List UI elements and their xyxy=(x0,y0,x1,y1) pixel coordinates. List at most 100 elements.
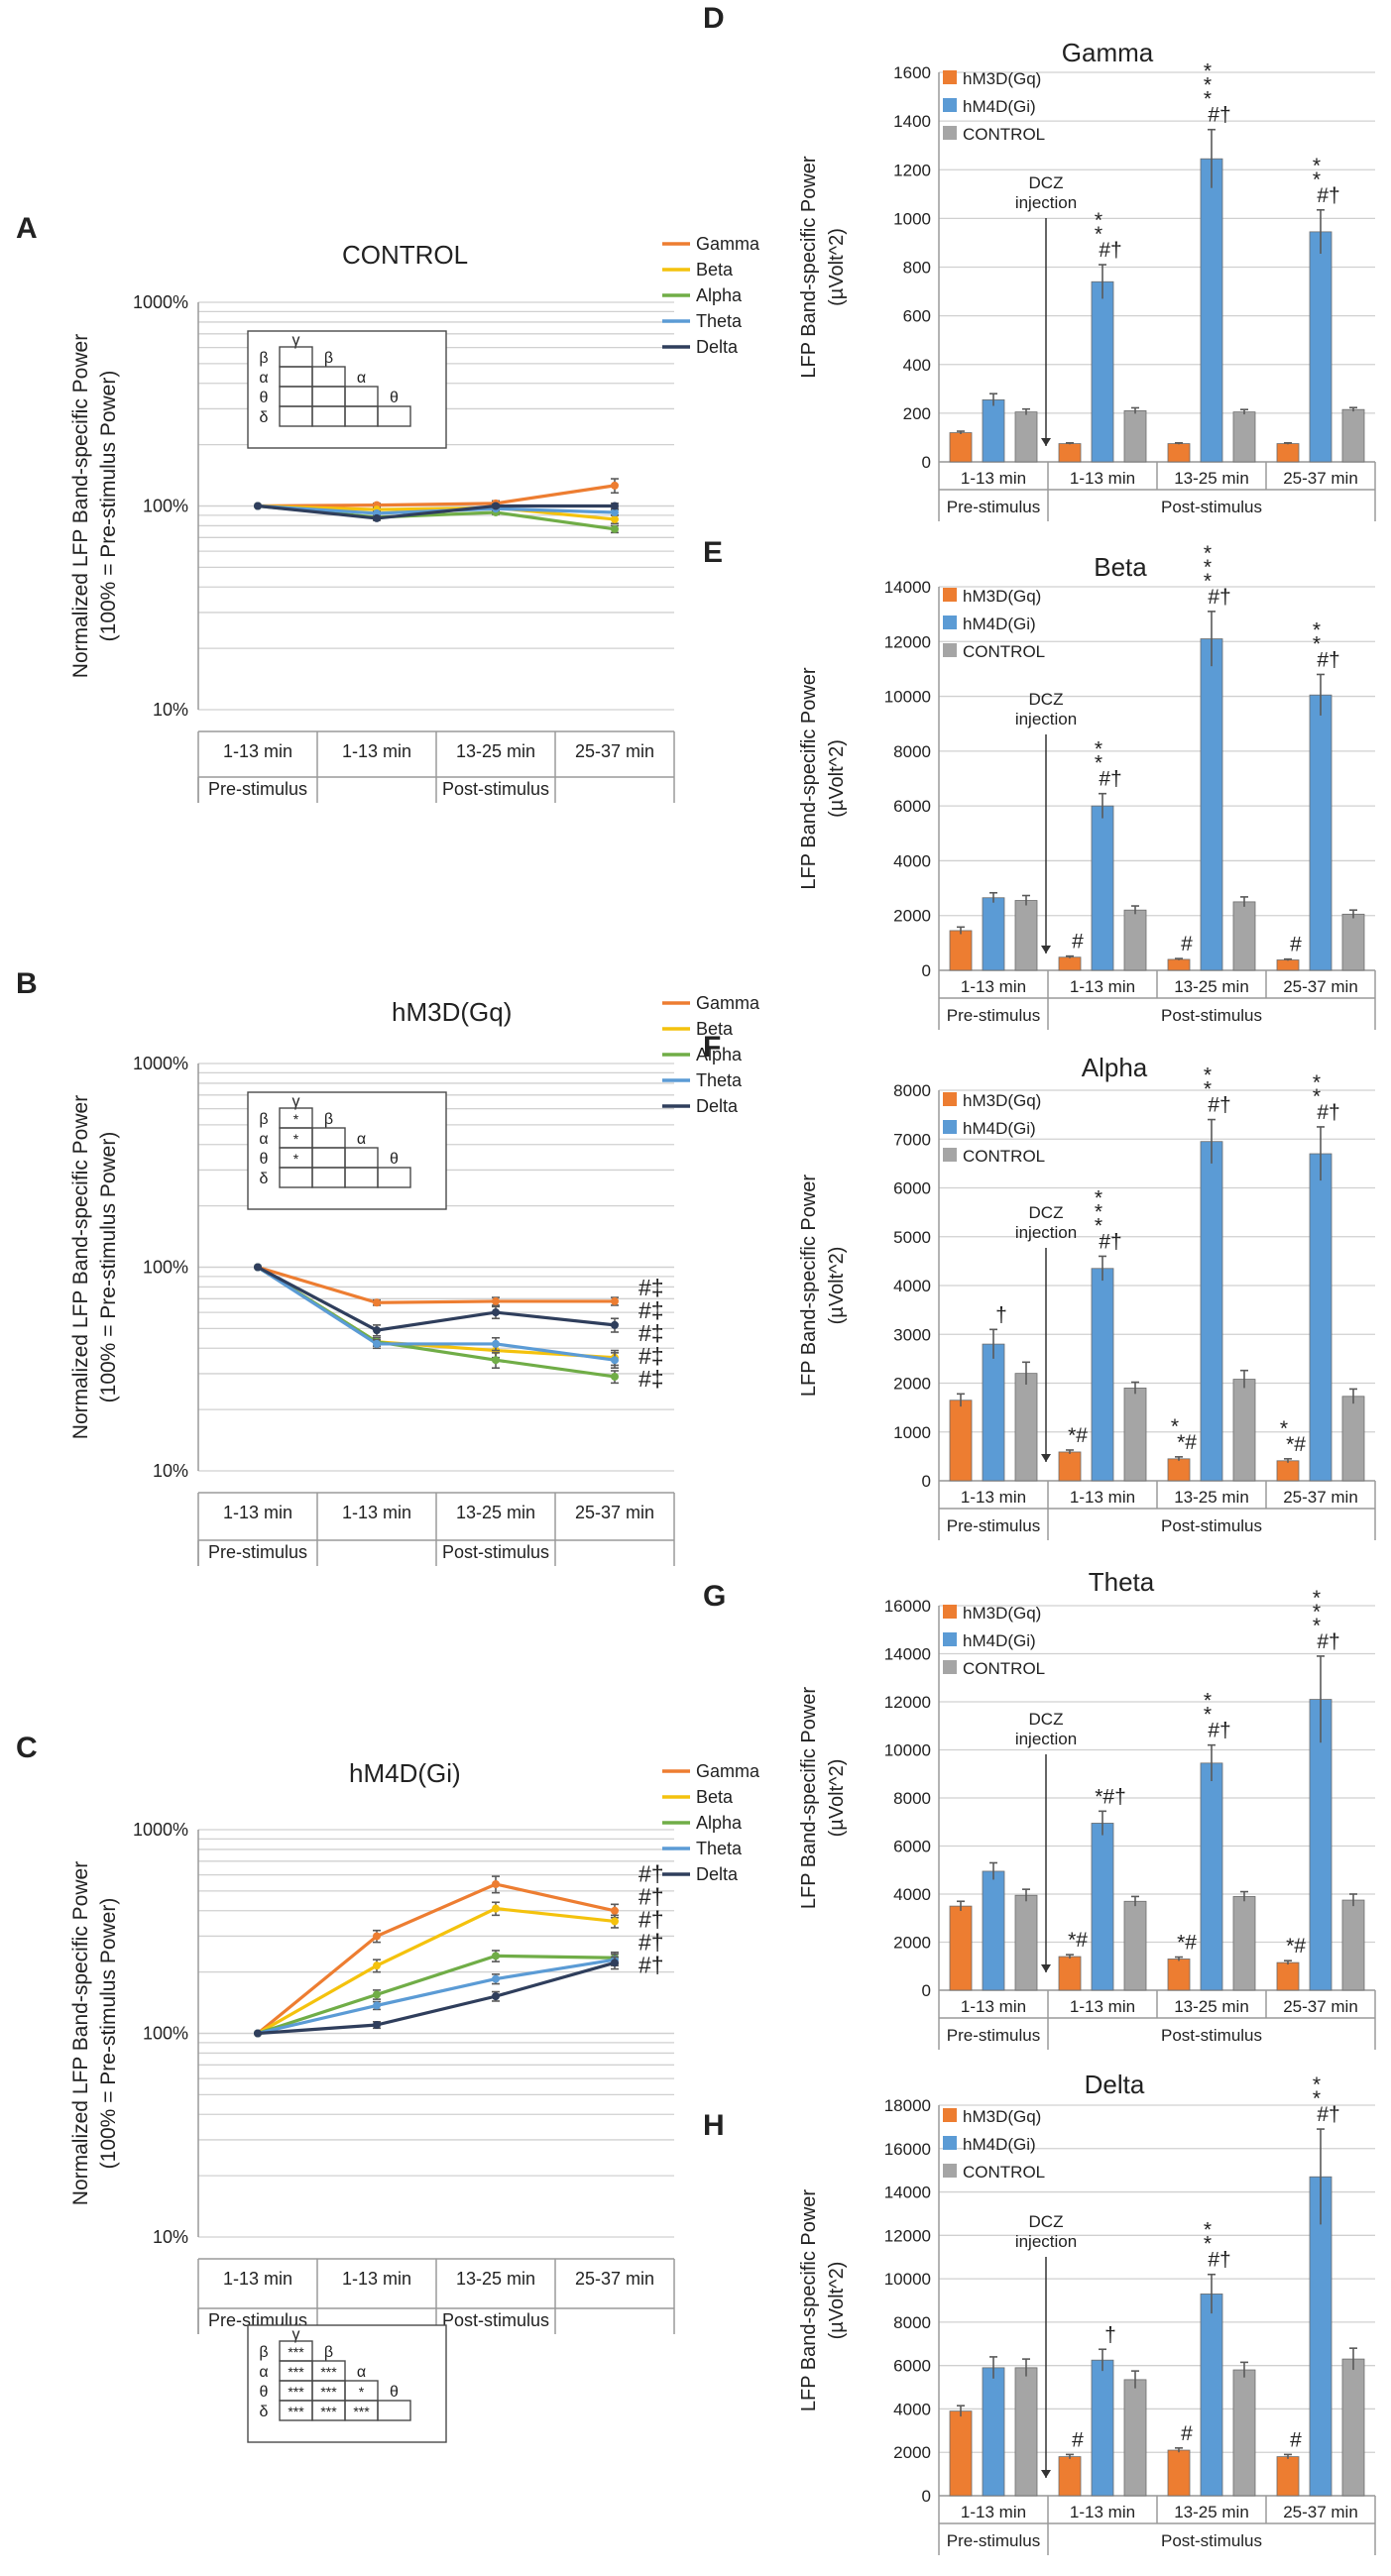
x-group-label-post: Post-stimulus xyxy=(442,1542,549,1562)
y-axis-label: LFP Band-specific Power xyxy=(798,1687,820,1910)
x-tick-label: 25-37 min xyxy=(1283,469,1358,488)
y-tick-label: 200 xyxy=(903,404,931,423)
y-tick-label: 18000 xyxy=(884,2096,931,2115)
x-tick-label: 13-25 min xyxy=(1174,2503,1249,2521)
y-tick-label: 2000 xyxy=(893,907,931,926)
data-point-theta xyxy=(492,1339,500,1348)
data-point-beta xyxy=(492,1904,500,1913)
data-point-beta xyxy=(373,1961,381,1970)
legend-swatch-gi xyxy=(943,1120,957,1134)
data-point-delta xyxy=(373,2020,381,2029)
x-tick-label: 25-37 min xyxy=(575,1503,654,1522)
data-point-beta xyxy=(611,514,619,523)
legend-swatch-gq xyxy=(943,2108,957,2122)
stats-table-value: * xyxy=(293,1111,299,1127)
significance-mark: # xyxy=(1181,2422,1193,2445)
y-tick-label: 400 xyxy=(903,356,931,375)
series-line-delta xyxy=(257,504,615,520)
x-tick-label: 13-25 min xyxy=(456,2269,535,2289)
significance-star: * xyxy=(1313,1085,1321,1108)
bar-gq xyxy=(949,432,973,463)
stats-table-value: *** xyxy=(320,2364,337,2380)
y-tick-label: 600 xyxy=(903,307,931,326)
bar-gq xyxy=(1276,443,1300,463)
stats-table-value: * xyxy=(293,1131,299,1147)
significance-mark: #‡ xyxy=(638,1343,664,1369)
data-point-delta xyxy=(492,1308,500,1317)
data-point-delta xyxy=(492,502,500,510)
significance-star: * xyxy=(1204,542,1212,565)
bar-control xyxy=(1341,1899,1365,1991)
significance-mark: *# xyxy=(1068,1424,1088,1447)
x-tick-label: 13-25 min xyxy=(1174,469,1249,488)
legend-label-gq: hM3D(Gq) xyxy=(963,587,1041,606)
significance-star: * xyxy=(1313,155,1321,177)
y-tick-label: 0 xyxy=(922,1981,931,2000)
y-tick-label: 4000 xyxy=(893,851,931,870)
x-tick-label: 13-25 min xyxy=(456,1503,535,1522)
panel-d-gamma-bar-chart: D Gamma LFP Band-specific Power (µVolt^2) 0 2… xyxy=(703,2,1376,521)
significance-star: * xyxy=(1095,738,1102,761)
bar-gq xyxy=(949,1400,973,1482)
stats-table-value: *** xyxy=(288,2404,304,2419)
x-group-label-pre: Pre-stimulus xyxy=(208,1542,307,1562)
legend-label-theta: Theta xyxy=(696,1839,743,1858)
y-tick-label: 7000 xyxy=(893,1130,931,1149)
stats-table-value: *** xyxy=(353,2404,370,2419)
injection-label: DCZ xyxy=(1029,1710,1064,1729)
legend-label-control: CONTROL xyxy=(963,125,1045,144)
injection-arrow-head xyxy=(1041,946,1051,953)
y-tick-label: 16000 xyxy=(884,2140,931,2159)
significance-mark: *# xyxy=(1177,1932,1197,1955)
significance-star: * xyxy=(1313,1071,1321,1094)
y-tick-label: 10% xyxy=(153,1461,188,1481)
significance-star: * xyxy=(1313,632,1321,655)
x-tick-label: 1-13 min xyxy=(1070,1488,1135,1507)
y-tick-label: 6000 xyxy=(893,2357,931,2376)
legend-label-alpha: Alpha xyxy=(696,285,743,305)
significance-star: * xyxy=(1204,60,1212,83)
legend-label-gamma: Gamma xyxy=(696,234,760,254)
chart-title: Beta xyxy=(1094,552,1147,582)
legend-label-beta: Beta xyxy=(696,260,734,280)
data-point-theta xyxy=(373,1339,381,1348)
significance-star: * xyxy=(1313,1601,1321,1624)
significance-star: * xyxy=(1204,2233,1212,2256)
x-tick-label: 25-37 min xyxy=(1283,2503,1358,2521)
bar-control xyxy=(1232,2369,1256,2497)
bar-gi xyxy=(1091,1268,1114,1482)
x-tick-label: 1-13 min xyxy=(223,1503,292,1522)
significance-star: * xyxy=(1095,1214,1102,1237)
x-tick-label: 1-13 min xyxy=(961,977,1026,996)
series-line-beta xyxy=(257,504,616,521)
legend-swatch-gi xyxy=(943,2136,957,2150)
bar-gq xyxy=(1276,2456,1300,2497)
bar-control xyxy=(1341,913,1365,971)
significance-star: * xyxy=(1313,2073,1321,2096)
legend-label-alpha: Alpha xyxy=(696,1045,743,1064)
bar-control xyxy=(1341,2358,1365,2497)
data-point-gamma xyxy=(373,1932,381,1941)
significance-mark: *# xyxy=(1177,1431,1197,1454)
y-axis-label-sub: (100% = Pre-stimulus Power) xyxy=(97,371,120,642)
legend-label-delta: Delta xyxy=(696,1096,739,1116)
legend-label-beta: Beta xyxy=(696,1019,734,1039)
stats-table-greek-diag: α xyxy=(357,1131,366,1148)
significance-star: * xyxy=(1095,752,1102,775)
data-point-theta xyxy=(492,1974,500,1983)
significance-star: * xyxy=(1313,2087,1321,2110)
y-tick-label: 6000 xyxy=(893,1838,931,1856)
significance-mark: #† xyxy=(638,1906,664,1932)
legend-label-theta: Theta xyxy=(696,1070,743,1090)
y-tick-label: 10% xyxy=(153,2227,188,2247)
x-tick-label: 13-25 min xyxy=(1174,1488,1249,1507)
bar-control xyxy=(1232,411,1256,463)
data-point-gamma xyxy=(492,1879,500,1888)
panel-letter: H xyxy=(703,2109,725,2142)
injection-arrow-head xyxy=(1041,2470,1051,2478)
x-group-label-post: Post-stimulus xyxy=(1161,2531,1262,2550)
legend-label-control: CONTROL xyxy=(963,1659,1045,1678)
series-line-gamma xyxy=(256,1882,616,2035)
